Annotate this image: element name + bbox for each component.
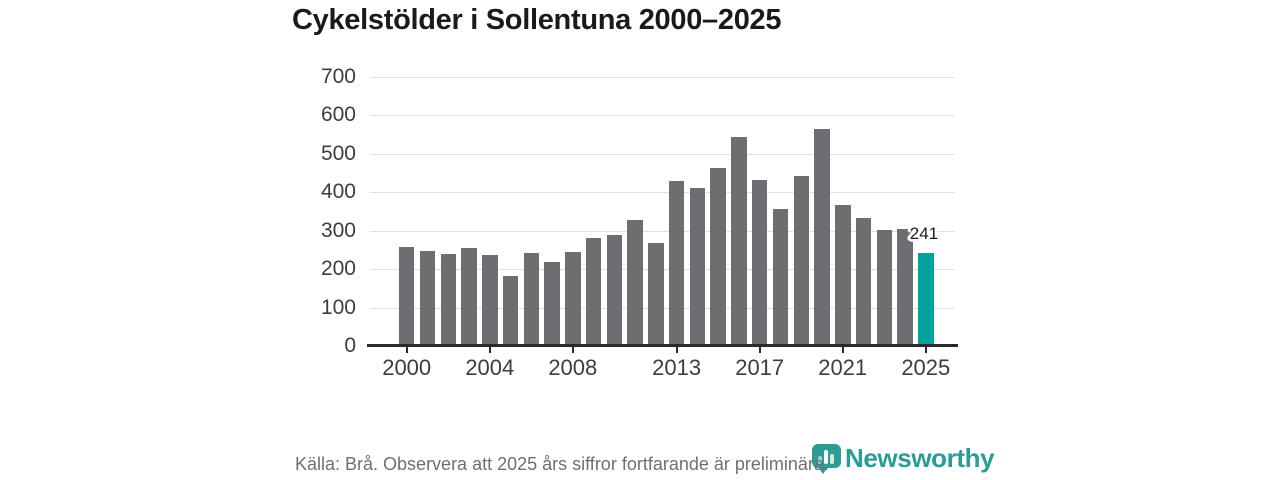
logo-bubble-tail [818, 467, 828, 474]
newsworthy-bubble-chart-icon [812, 444, 841, 474]
bar-2020 [814, 129, 830, 346]
newsworthy-wordmark: Newsworthy [845, 443, 995, 473]
bar-2009 [585, 238, 602, 346]
y-axis-label-400: 400 [320, 180, 356, 203]
bar-2016 [731, 137, 747, 346]
bar-2013 [668, 181, 685, 346]
bar-2015 [710, 168, 726, 346]
bar-2001 [419, 251, 436, 346]
logo-bar-medium [830, 454, 834, 464]
bar-2005 [502, 276, 519, 346]
bar-2008 [565, 252, 581, 346]
bar-2011 [627, 220, 643, 346]
y-axis-label-500: 500 [320, 142, 356, 165]
bar-2002 [440, 254, 456, 346]
bar-2017 [751, 180, 768, 346]
y-axis-label-600: 600 [320, 103, 356, 126]
bar-2014 [689, 188, 706, 346]
bar-2007 [544, 262, 560, 346]
bar-2023 [876, 230, 892, 346]
x-axis-label-2000: 2000 [382, 355, 432, 380]
bar-2019 [793, 176, 809, 346]
x-tick-2004 [488, 347, 491, 353]
x-tick-2008 [571, 347, 574, 353]
bar-2012 [648, 243, 664, 346]
bar-2010 [606, 235, 623, 346]
x-tick-2000 [405, 347, 408, 353]
gridline-700 [370, 77, 955, 78]
bar-2018 [772, 209, 789, 346]
y-axis-label-300: 300 [320, 219, 356, 242]
y-axis-label-100: 100 [320, 296, 356, 319]
bar-2006 [523, 253, 539, 346]
x-axis-label-2021: 2021 [818, 355, 868, 380]
y-axis-label-200: 200 [320, 257, 356, 280]
gridline-300 [370, 231, 955, 232]
x-tick-2013 [675, 347, 678, 353]
gridline-600 [370, 115, 955, 116]
bar-2004 [482, 255, 498, 346]
gridline-500 [370, 154, 955, 155]
x-axis-label-2008: 2008 [548, 355, 598, 380]
x-axis-line [367, 344, 958, 347]
bar-2003 [461, 248, 477, 346]
y-axis-label-700: 700 [320, 65, 356, 88]
logo-bar-tall [824, 450, 828, 464]
bar-2000 [398, 247, 415, 346]
x-tick-2017 [758, 347, 761, 353]
value-label-2025: 241 [909, 224, 939, 243]
y-axis-label-0: 0 [344, 334, 356, 357]
x-axis-label-2004: 2004 [465, 355, 515, 380]
x-axis-label-2013: 2013 [652, 355, 702, 380]
bar-2024 [897, 229, 913, 346]
gridline-400 [370, 192, 955, 193]
source-note: Källa: Brå. Observera att 2025 års siffr… [295, 454, 829, 474]
x-axis-label-2025: 2025 [901, 355, 951, 380]
x-tick-2021 [841, 347, 844, 353]
chart-title: Cykelstölder i Sollentuna 2000–2025 [292, 4, 782, 36]
logo-bar-small [818, 456, 822, 464]
x-axis-label-2017: 2017 [735, 355, 785, 380]
bar-2021 [835, 205, 851, 346]
bar-2022 [855, 218, 872, 346]
x-tick-2025 [924, 347, 927, 353]
bar-2025 [918, 253, 934, 346]
